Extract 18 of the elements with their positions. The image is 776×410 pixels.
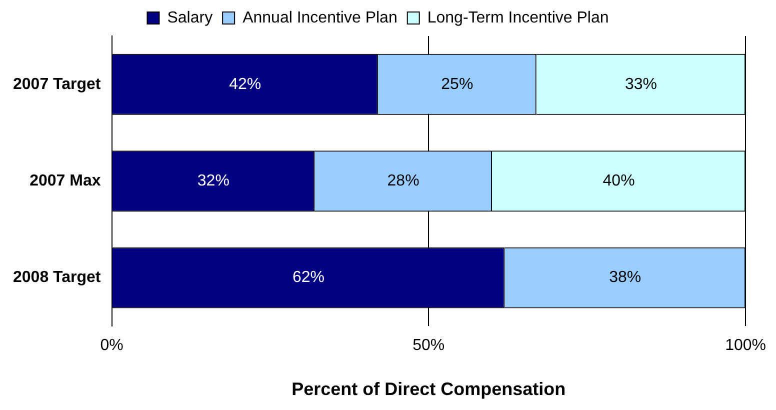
legend-label: Long-Term Incentive Plan	[427, 9, 609, 26]
y-tick-label: 2007 Target	[13, 76, 102, 93]
legend-label: Salary	[167, 9, 213, 26]
data-label: 33%	[624, 76, 657, 93]
legend-label: Annual Incentive Plan	[242, 9, 398, 26]
data-label: 25%	[441, 76, 474, 93]
data-label: 40%	[602, 172, 635, 190]
data-label: 42%	[229, 76, 262, 93]
x-tick-label: 50%	[412, 337, 445, 354]
y-tick-label: 2008 Target	[13, 269, 102, 286]
data-label: 32%	[197, 172, 230, 190]
x-tick-label: 0%	[100, 337, 124, 354]
x-axis-title: Percent of Direct Compensation	[292, 379, 566, 400]
data-label: 62%	[292, 269, 324, 286]
y-tick-label: 2007 Max	[30, 172, 101, 190]
x-tick-label: 100%	[725, 337, 766, 354]
data-label: 38%	[609, 269, 642, 286]
data-label: 28%	[387, 172, 420, 190]
